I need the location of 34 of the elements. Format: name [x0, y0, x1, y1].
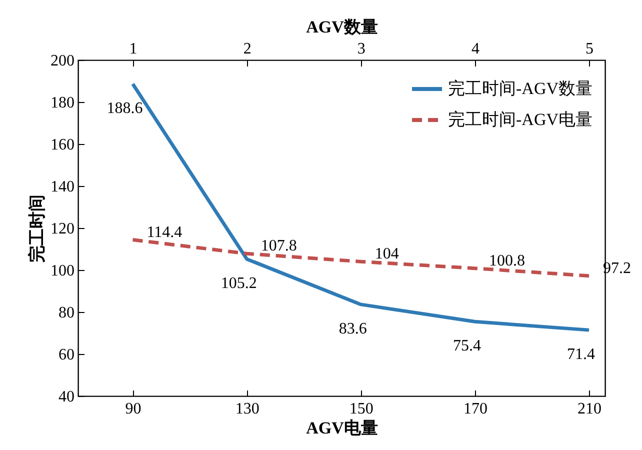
data-label: 188.6: [106, 100, 143, 117]
data-label: 107.8: [260, 238, 297, 255]
x2-axis-title: AGV数量: [306, 18, 378, 36]
y-tick-label: 40: [58, 388, 74, 406]
y-tick-label: 180: [50, 94, 74, 112]
line-series: [131, 238, 591, 278]
data-label: 105.2: [220, 275, 257, 292]
y-axis-title: 完工时间: [28, 194, 46, 262]
x-axis-title: AGV电量: [306, 418, 378, 438]
x2-tick-label: 3: [357, 40, 366, 58]
x2-tick-label: 4: [471, 40, 480, 58]
x-tick-label: 210: [578, 400, 602, 418]
data-label: 71.4: [567, 346, 596, 364]
y-tick-label: 160: [50, 136, 74, 154]
x2-tick-label: 5: [586, 40, 594, 58]
x-tick-label: 150: [349, 400, 374, 418]
y-tick-label: 60: [58, 346, 74, 364]
x2-tick-label: 1: [129, 40, 138, 58]
x-tick-label: 90: [125, 400, 142, 418]
data-label: 83.6: [338, 320, 367, 338]
x-tick-label: 170: [463, 400, 488, 418]
y-tick-label: 100: [50, 262, 74, 280]
data-label: 104: [374, 246, 399, 263]
x2-tick-label: 2: [243, 40, 252, 58]
legend-label: 完工时间-AGV电量: [448, 110, 592, 129]
data-label: 114.4: [146, 224, 182, 241]
y-tick-label: 140: [50, 178, 74, 196]
y-tick-label: 120: [50, 220, 74, 238]
data-label: 100.8: [488, 252, 525, 270]
data-label: 75.4: [452, 338, 481, 355]
legend-label: 完工时间-AGV数量: [448, 79, 592, 98]
x-tick-label: 130: [235, 400, 260, 418]
y-tick-label: 80: [58, 304, 74, 322]
y-tick-label: 200: [50, 52, 74, 70]
